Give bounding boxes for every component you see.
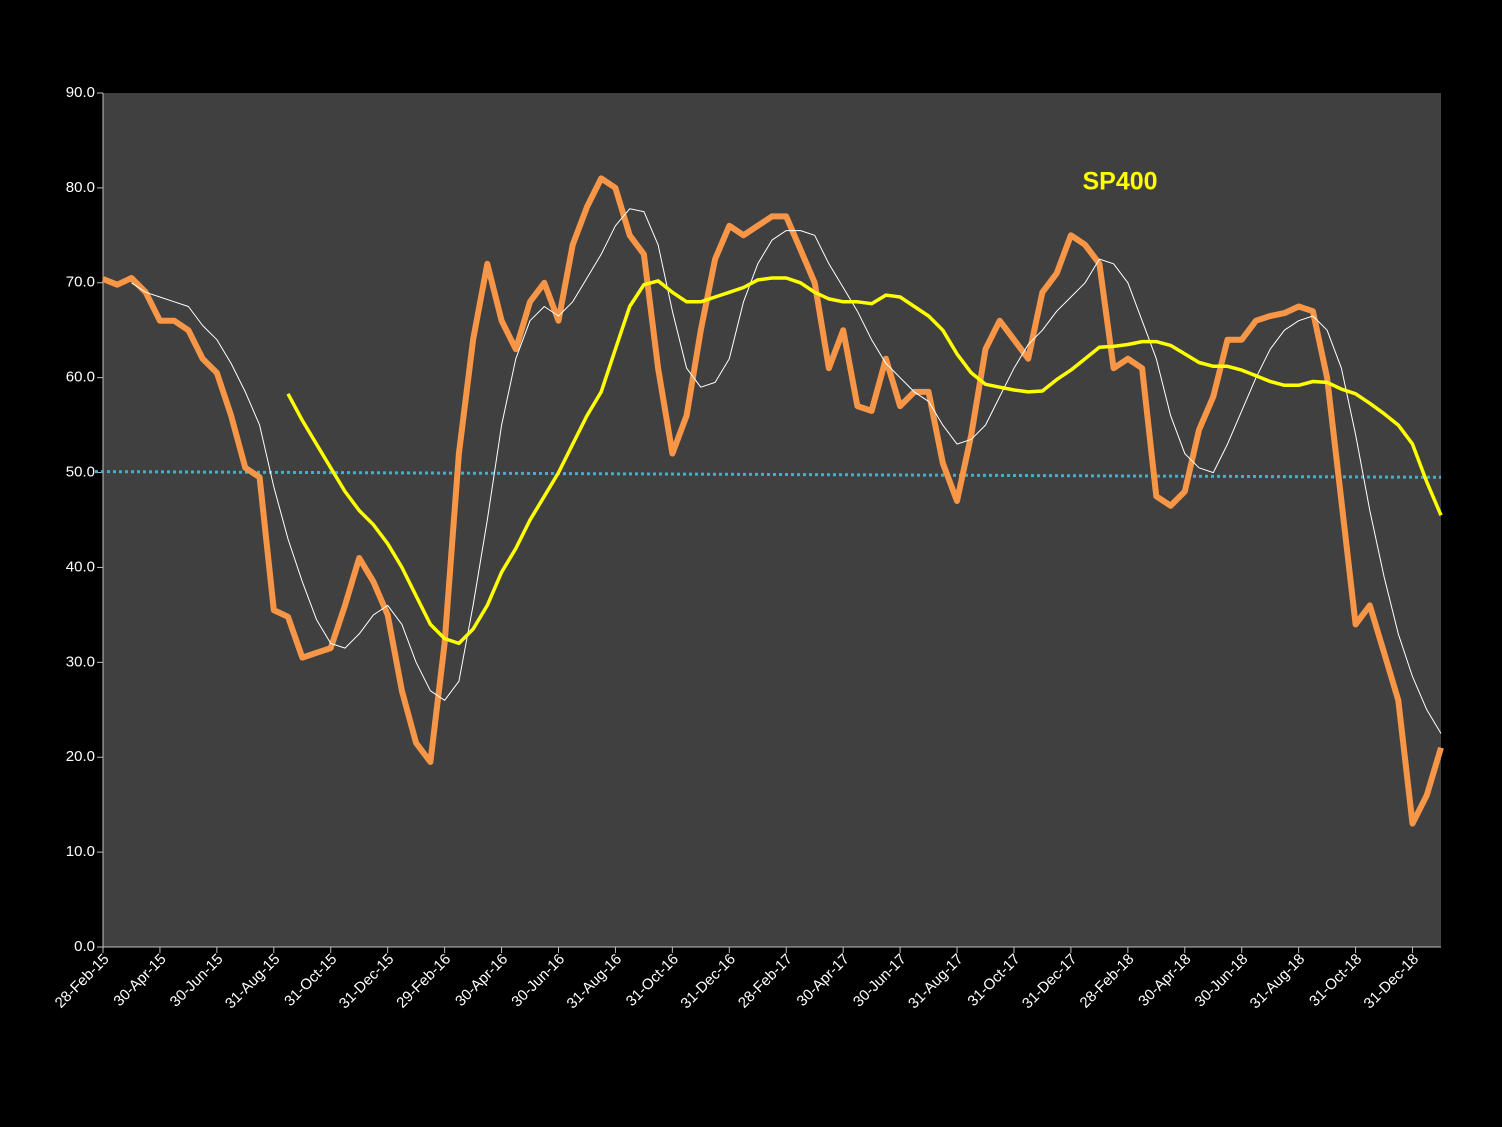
x-tick-label: 31-Dec-15 (336, 951, 398, 1013)
x-tick-label: 29-Feb-16 (393, 951, 454, 1012)
series-line (286, 276, 1443, 646)
x-tick-label: 31-Oct-18 (1306, 951, 1365, 1010)
x-tick-label: 30-Apr-16 (452, 951, 511, 1010)
x-tick-label: 31-Aug-18 (1247, 951, 1309, 1013)
y-tick-label: 60.0 (66, 369, 95, 386)
x-tick-label: 28-Feb-18 (1077, 951, 1138, 1012)
x-tick-label: 31-Oct-15 (281, 951, 340, 1010)
x-tick-label: 30-Apr-15 (110, 951, 169, 1010)
y-tick-label: 50.0 (66, 464, 95, 481)
x-tick-label: 30-Apr-17 (794, 951, 853, 1010)
x-tick-label: 28-Feb-15 (52, 951, 113, 1012)
x-tick-label: 30-Jun-18 (1192, 951, 1252, 1011)
y-tick-label: 30.0 (66, 653, 95, 670)
x-tick-label: 28-Feb-17 (735, 951, 796, 1012)
y-tick-label: 90.0 (66, 84, 95, 101)
x-tick-label: 30-Jun-16 (508, 951, 568, 1011)
annotation: SP400 (1082, 168, 1157, 196)
x-tick-label: 30-Jun-15 (167, 951, 227, 1011)
y-tick-label: 40.0 (66, 558, 95, 575)
x-tick-label: 31-Dec-17 (1019, 951, 1081, 1013)
x-tick-label: 31-Aug-15 (222, 951, 284, 1013)
x-tick-label: 30-Apr-18 (1135, 951, 1194, 1010)
x-tick-label: 31-Oct-17 (964, 951, 1023, 1010)
x-tick-label: 31-Dec-16 (677, 951, 739, 1013)
trendline (94, 470, 1442, 479)
x-tick-label: 31-Dec-18 (1361, 951, 1423, 1013)
x-tick-label: 31-Aug-16 (563, 951, 625, 1013)
y-tick-label: 10.0 (66, 843, 95, 860)
series-line (131, 208, 1442, 734)
y-tick-label: 70.0 (66, 274, 95, 291)
plot-area (103, 93, 1441, 947)
x-tick-label: 31-Oct-16 (623, 951, 682, 1010)
y-tick-label: 80.0 (66, 179, 95, 196)
series-line (101, 175, 1444, 827)
x-tick-label: 31-Aug-17 (905, 951, 967, 1013)
x-tick-label: 30-Jun-17 (850, 951, 910, 1011)
y-tick-label: 0.0 (74, 938, 95, 955)
y-tick-label: 20.0 (66, 748, 95, 765)
